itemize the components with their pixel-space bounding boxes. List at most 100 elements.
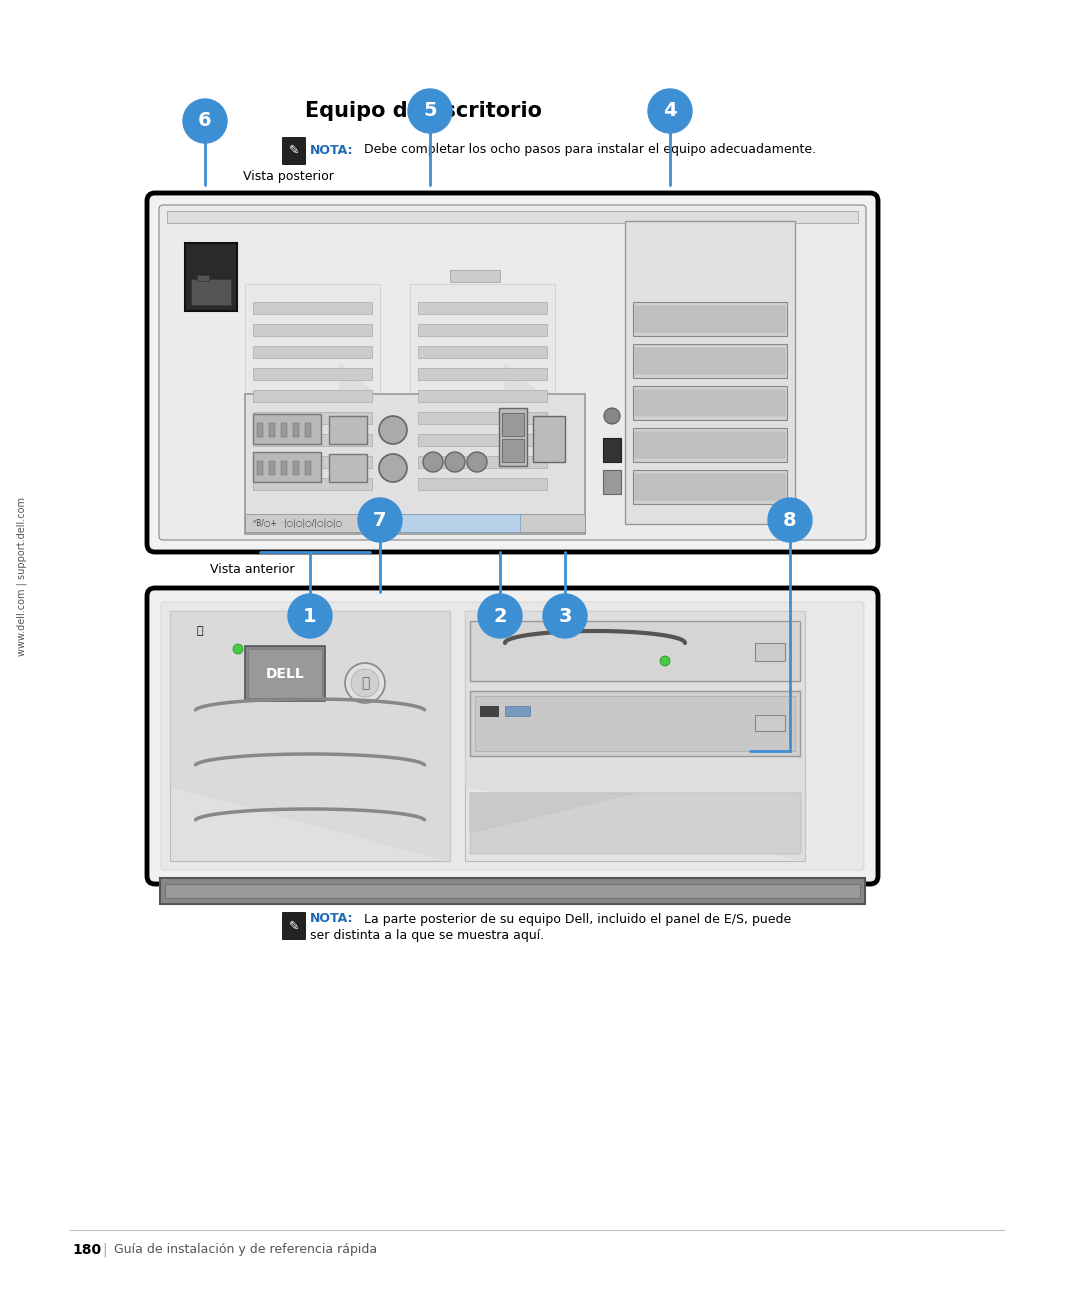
Circle shape — [604, 408, 620, 424]
Polygon shape — [465, 610, 805, 861]
Bar — [197, 275, 210, 281]
Circle shape — [288, 594, 332, 638]
Circle shape — [445, 452, 465, 472]
Bar — [245, 394, 585, 534]
Text: www.dell.com | support.dell.com: www.dell.com | support.dell.com — [17, 496, 27, 656]
Bar — [253, 413, 321, 445]
Bar — [329, 416, 367, 445]
Bar — [633, 386, 787, 420]
Circle shape — [660, 656, 670, 666]
Text: Guía de instalación y de referencia rápida: Guía de instalación y de referencia rápi… — [114, 1243, 377, 1257]
FancyBboxPatch shape — [161, 603, 864, 870]
Bar — [257, 461, 264, 476]
Bar — [329, 454, 367, 482]
Bar — [755, 715, 785, 731]
Bar — [502, 413, 524, 435]
Bar — [167, 211, 858, 223]
Bar — [633, 343, 787, 378]
Bar — [499, 408, 527, 467]
Bar — [191, 279, 231, 305]
Bar — [418, 434, 546, 446]
Bar — [475, 696, 795, 750]
Bar — [248, 649, 322, 699]
Bar — [165, 884, 860, 898]
Polygon shape — [470, 793, 635, 833]
Bar — [245, 515, 585, 531]
Bar — [253, 368, 372, 380]
Bar — [534, 416, 565, 461]
Bar — [305, 422, 311, 437]
Text: Equipo de escritorio: Equipo de escritorio — [305, 101, 542, 121]
Bar — [505, 706, 530, 715]
Bar — [418, 390, 546, 402]
FancyBboxPatch shape — [147, 193, 878, 552]
Text: 🔒: 🔒 — [197, 626, 203, 636]
Bar — [418, 324, 546, 336]
Bar — [625, 222, 795, 524]
Bar — [253, 434, 372, 446]
Text: 180: 180 — [72, 1243, 102, 1257]
Bar — [281, 461, 287, 476]
Text: 4: 4 — [663, 101, 677, 121]
Circle shape — [345, 664, 384, 702]
Bar — [635, 432, 785, 457]
Text: ⁰B/○+  ·|○|○|○/|○|○|○: ⁰B/○+ ·|○|○|○/|○|○|○ — [253, 518, 342, 527]
FancyBboxPatch shape — [282, 137, 306, 165]
Bar — [253, 412, 372, 424]
Bar — [160, 877, 865, 905]
Bar — [253, 324, 372, 336]
Bar — [480, 706, 498, 715]
Text: 2: 2 — [494, 607, 507, 626]
Circle shape — [543, 594, 588, 638]
Bar — [269, 422, 275, 437]
Circle shape — [467, 452, 487, 472]
Polygon shape — [450, 364, 540, 424]
Bar — [450, 270, 500, 283]
Bar — [755, 643, 785, 661]
FancyBboxPatch shape — [147, 588, 878, 884]
Bar — [465, 610, 805, 861]
Text: NOTA:: NOTA: — [310, 144, 353, 157]
Bar — [170, 610, 450, 861]
Text: DELL: DELL — [266, 666, 305, 680]
Polygon shape — [285, 364, 375, 424]
Bar — [418, 478, 546, 490]
Circle shape — [408, 89, 453, 133]
Bar — [281, 422, 287, 437]
Bar — [305, 461, 311, 476]
Bar — [633, 470, 787, 504]
Circle shape — [351, 669, 379, 697]
Bar — [418, 368, 546, 380]
Bar — [253, 478, 372, 490]
Text: |: | — [102, 1243, 107, 1257]
Bar — [257, 422, 264, 437]
Circle shape — [768, 498, 812, 542]
Bar — [410, 284, 555, 515]
Circle shape — [183, 98, 227, 143]
Bar — [470, 621, 800, 680]
Bar — [633, 302, 787, 336]
Bar — [293, 461, 299, 476]
Bar — [470, 793, 800, 853]
Bar — [245, 645, 325, 701]
Bar — [603, 470, 621, 494]
Bar — [418, 346, 546, 358]
Bar — [502, 439, 524, 461]
Text: 6: 6 — [199, 111, 212, 131]
Bar — [633, 428, 787, 461]
Text: 5: 5 — [423, 101, 436, 121]
Polygon shape — [470, 793, 800, 853]
Bar — [253, 390, 372, 402]
FancyBboxPatch shape — [159, 205, 866, 540]
Text: NOTA:: NOTA: — [310, 912, 353, 925]
Bar — [635, 349, 785, 375]
Bar — [269, 461, 275, 476]
Bar — [418, 302, 546, 314]
Bar — [253, 302, 372, 314]
Circle shape — [478, 594, 522, 638]
Text: ✎: ✎ — [288, 144, 299, 157]
Bar — [245, 284, 380, 515]
Bar — [635, 306, 785, 332]
Text: 1: 1 — [303, 607, 316, 626]
Bar — [470, 691, 800, 756]
